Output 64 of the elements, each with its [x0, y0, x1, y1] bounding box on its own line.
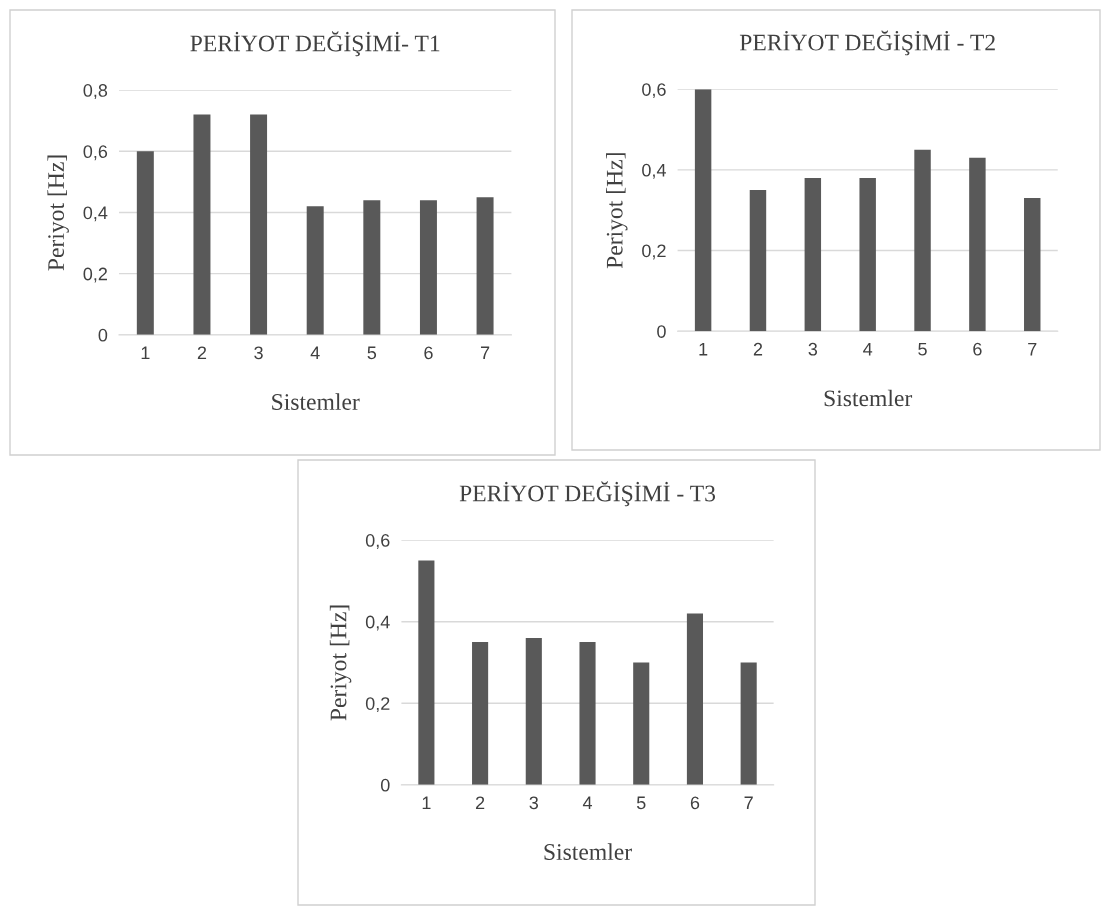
bar: [686, 613, 704, 785]
x-tick-label: 4: [310, 346, 320, 360]
y-tick-label: 0: [98, 328, 108, 342]
bar: [633, 662, 650, 785]
x-tick-label: 3: [808, 342, 818, 356]
bar: [418, 560, 435, 785]
x-tick-label: 1: [422, 796, 431, 810]
bar: [859, 177, 876, 332]
bar: [579, 642, 596, 785]
bar: [804, 177, 822, 332]
y-axis-title: Periyot [Hz]: [329, 605, 352, 721]
x-tick-label: 1: [699, 342, 708, 356]
y-tick-label: 0,6: [365, 534, 390, 549]
chart-title: PERİYOT DEĞİŞİMİ- T1: [190, 31, 440, 57]
y-axis-title: Periyot [Hz]: [47, 155, 69, 271]
y-tick-label: 0: [380, 778, 390, 792]
x-tick-label: 7: [744, 796, 753, 810]
chart-title: PERİYOT DEĞİŞİMİ - T3: [459, 481, 716, 507]
x-axis-title: Sistemler: [544, 843, 632, 860]
bar: [193, 114, 211, 335]
x-tick-label: 5: [636, 796, 646, 810]
y-tick-label: 0: [657, 325, 666, 338]
bar: [749, 190, 767, 332]
x-tick-label: 7: [1028, 342, 1037, 356]
bar: [914, 149, 931, 332]
x-tick-label: 4: [582, 796, 593, 810]
bar: [1024, 198, 1041, 332]
chart-title: PERİYOT DEĞİŞİMİ - T2: [739, 30, 995, 56]
bar: [694, 89, 712, 332]
bar: [476, 197, 494, 335]
bar: [969, 157, 986, 332]
x-axis-title: Sistemler: [272, 393, 360, 410]
y-axis-title: Periyot [Hz]: [606, 153, 628, 269]
x-tick-label: 5: [918, 342, 927, 356]
bar: [306, 206, 324, 335]
y-tick-label: 0,8: [83, 84, 108, 99]
y-tick-label: 0,6: [83, 145, 108, 161]
x-tick-label: 5: [367, 346, 377, 360]
x-tick-label: 3: [529, 796, 539, 810]
x-tick-label: 4: [863, 342, 873, 356]
bar: [136, 151, 154, 335]
x-tick-label: 2: [753, 342, 763, 356]
y-tick-label: 0,6: [642, 83, 666, 99]
y-tick-label: 0,2: [642, 244, 666, 260]
x-tick-label: 1: [141, 346, 150, 360]
x-tick-label: 3: [254, 346, 263, 360]
x-tick-label: 2: [475, 796, 485, 810]
bar: [250, 114, 268, 335]
x-tick-label: 6: [690, 796, 700, 810]
y-tick-label: 0,2: [365, 697, 390, 713]
y-tick-label: 0,4: [83, 206, 108, 222]
bar: [419, 200, 437, 335]
x-tick-label: 2: [197, 346, 207, 360]
y-tick-label: 0,2: [83, 267, 107, 283]
bar: [740, 662, 757, 785]
y-tick-label: 0,4: [642, 163, 666, 179]
x-tick-label: 7: [480, 346, 490, 360]
bar: [525, 638, 542, 785]
y-tick-label: 0,4: [365, 615, 390, 631]
x-axis-title: Sistemler: [824, 389, 913, 407]
x-tick-label: 6: [973, 342, 982, 356]
bar: [363, 200, 381, 335]
x-tick-label: 6: [424, 346, 433, 360]
bar: [472, 642, 489, 785]
